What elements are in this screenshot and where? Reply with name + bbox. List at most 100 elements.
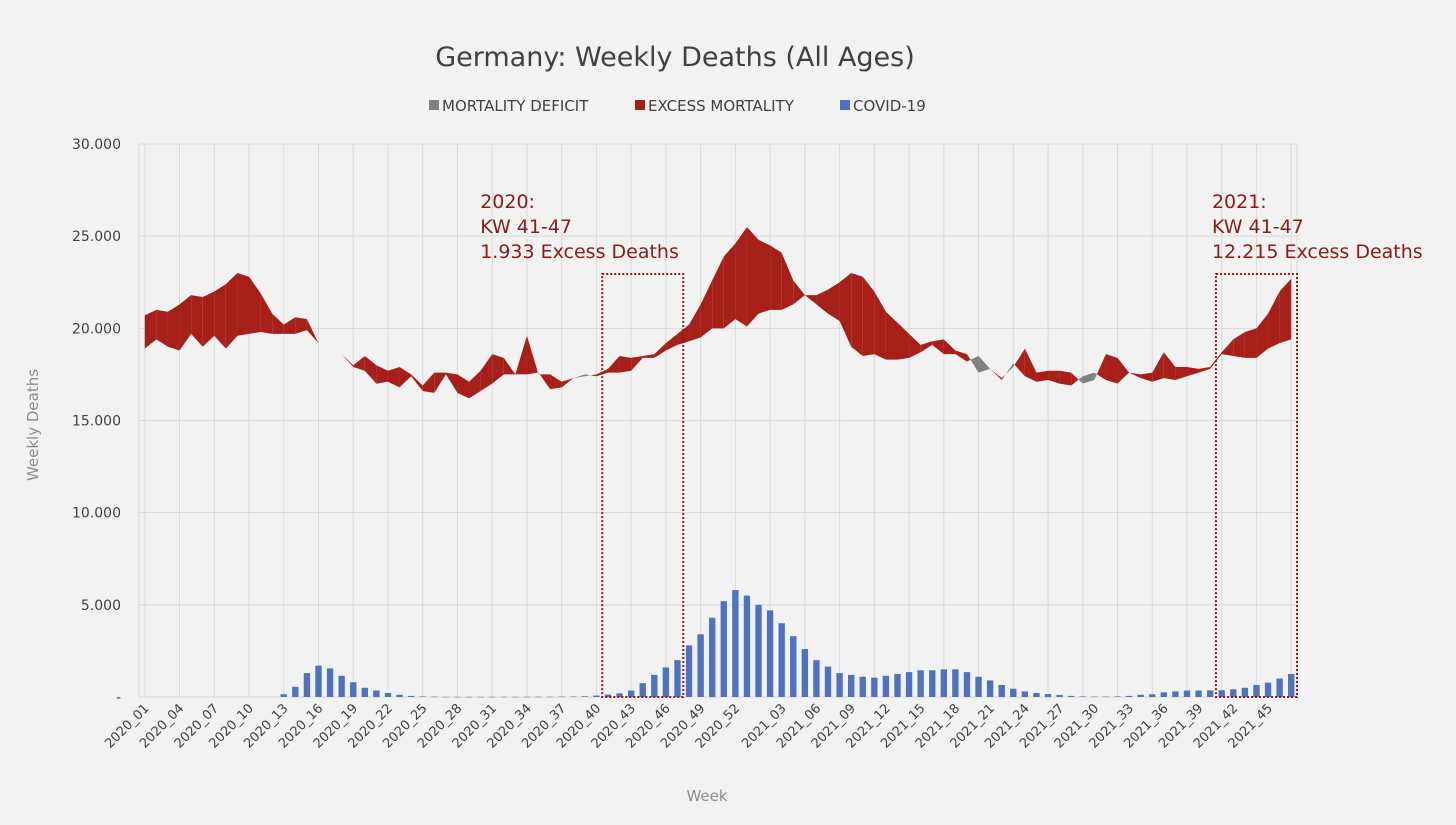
covid-bar-2020_39 [581, 696, 589, 697]
covid-bar-2021_12 [882, 675, 890, 697]
y-axis-label: Weekly Deaths [24, 369, 42, 481]
excess-mortality-band-2020_34-a [526, 335, 538, 375]
excess-mortality-band-2020_41 [607, 355, 620, 373]
excess-mortality-band-2021_34 [1140, 372, 1153, 382]
excess-mortality-band-2020_49 [700, 280, 713, 338]
excess-mortality-band-2020_01 [144, 309, 157, 349]
covid-bar-2021_20 [975, 676, 982, 697]
mortality-deficit-band-2021_29 [1082, 372, 1095, 384]
covid-bar-2020_45 [651, 674, 658, 697]
covid-bar-2021_05 [801, 649, 809, 697]
annotation-text-1: 2021: KW 41-47 12.215 Excess Deaths [1212, 191, 1423, 263]
excess-mortality-band-2021_26 [1048, 370, 1060, 384]
covid-bar-2021_36 [1160, 692, 1168, 697]
covid-bars [280, 590, 1295, 698]
covid-bar-2021_41 [1218, 690, 1225, 697]
excess-mortality-band-2021_23-b [1014, 348, 1025, 377]
covid-bar-2021_09 [847, 674, 855, 697]
excess-mortality-band-2020_05 [191, 295, 203, 347]
covid-bar-2020_29 [465, 696, 473, 698]
excess-mortality-band-2020_24 [411, 374, 423, 392]
excess-mortality-band-2020_03 [167, 304, 180, 351]
mortality-deficit-band-2020_16 [318, 343, 331, 355]
excess-mortality-band-2020_26 [434, 372, 446, 393]
excess-mortality-band-2020_23 [399, 367, 412, 388]
covid-bar-2021_25 [1033, 692, 1040, 697]
covid-bar-2020_16 [315, 665, 322, 697]
legend-label-1: EXCESS MORTALITY [648, 97, 795, 115]
excess-mortality-band-2020_32 [503, 357, 516, 375]
covid-bar-2021_08 [836, 673, 843, 697]
mortality-deficit-band-2021_19-b [970, 355, 979, 373]
excess-mortality-band-2020_18 [341, 354, 354, 368]
covid-bar-2020_33 [512, 696, 519, 698]
covid-bar-2021_33 [1125, 695, 1133, 697]
excess-mortality-band-2021_21 [990, 368, 1002, 380]
y-tick-label-1: 5.000 [81, 598, 121, 614]
covid-bar-2021_26 [1044, 694, 1052, 697]
excess-mortality-band-2021_03 [781, 252, 794, 310]
covid-bar-2021_16 [929, 670, 936, 697]
excess-mortality-band-2020_36 [550, 374, 562, 390]
covid-bar-2021_35 [1149, 694, 1156, 697]
y-tick-label-5: 25.000 [72, 229, 121, 245]
covid-bar-2020_34 [523, 696, 531, 698]
excess-mortality-band-2020_29 [469, 370, 481, 399]
excess-mortality-band-2020_44 [642, 354, 655, 358]
excess-mortality-band-2021_27 [1059, 370, 1072, 386]
covid-bar-2020_51 [720, 601, 727, 697]
excess-mortality-band-2020_06 [202, 291, 215, 347]
excess-mortality-band-2020_46 [665, 333, 678, 351]
excess-mortality-band-2020_08 [225, 273, 238, 349]
covid-bar-2020_40 [593, 695, 600, 697]
covid-bar-2021_32 [1114, 696, 1121, 697]
excess-mortality-band-2021_42 [1233, 332, 1245, 358]
mortality-deficit-band-2021_22-b [1005, 363, 1014, 375]
covid-bar-2020_42 [616, 693, 623, 697]
legend-swatch-2 [840, 100, 850, 110]
excess-mortality-band-2020_52 [735, 226, 747, 327]
excess-mortality-band-2020_12 [272, 313, 284, 334]
covid-bar-2021_44 [1253, 685, 1260, 697]
excess-mortality-band-2020_15 [306, 319, 319, 344]
excess-mortality-band-2020_11 [260, 293, 273, 334]
annotation-line: KW 41-47 [480, 216, 572, 238]
covid-bar-2021_10 [859, 676, 866, 697]
covid-bar-2021_39 [1195, 690, 1202, 697]
covid-bar-2020_47 [674, 660, 681, 697]
covid-bar-2021_14 [905, 672, 913, 697]
mortality-deficit-band-2020_35-a [538, 372, 540, 375]
covid-bar-2020_36 [546, 696, 554, 698]
covid-bar-2020_38 [570, 696, 577, 698]
excess-mortality-band-2020_19 [353, 355, 365, 371]
legend-swatch-1 [635, 100, 645, 110]
excess-mortality-band-2020_20 [364, 355, 377, 384]
mortality-deficit-band-2020_34-b [537, 372, 539, 375]
excess-mortality-band-2021_18 [955, 350, 967, 362]
covid-bar-2020_14 [292, 686, 299, 697]
covid-bar-2020_48 [685, 645, 693, 697]
excess-mortality-band-2021_43 [1244, 328, 1257, 358]
annotations: 2020: KW 41-47 1.933 Excess Deaths 2021: KW … [480, 191, 1423, 698]
covid-bar-2020_27 [442, 696, 450, 698]
excess-mortality-band-2021_46 [1279, 278, 1292, 344]
annotation-text-0: 2020: KW 41-47 1.933 Excess Deaths [480, 191, 679, 263]
legend-swatch-0 [429, 100, 439, 110]
covid-bar-2021_02 [766, 610, 774, 697]
covid-bar-2020_18 [338, 675, 345, 697]
covid-bar-2020_23 [396, 694, 403, 697]
excess-mortality-band-2020_07 [214, 284, 226, 349]
excess-mortality-band-2020_09 [237, 273, 250, 336]
covid-bar-2020_37 [558, 696, 565, 698]
excess-mortality-band-2021_19-a [966, 354, 971, 362]
excess-mortality-band-2021_12 [885, 311, 898, 360]
excess-mortality-band-2020_33 [515, 335, 527, 375]
covid-bar-2020_22 [384, 692, 392, 697]
x-axis-label: Week [686, 787, 727, 805]
covid-bar-2020_17 [326, 668, 334, 697]
excess-mortality-band-2021_30-b [1096, 354, 1106, 380]
excess-mortality-band-2021_38 [1186, 367, 1199, 377]
covid-bar-2020_21 [373, 690, 380, 697]
chart-title: Germany: Weekly Deaths (All Ages) [435, 42, 915, 73]
